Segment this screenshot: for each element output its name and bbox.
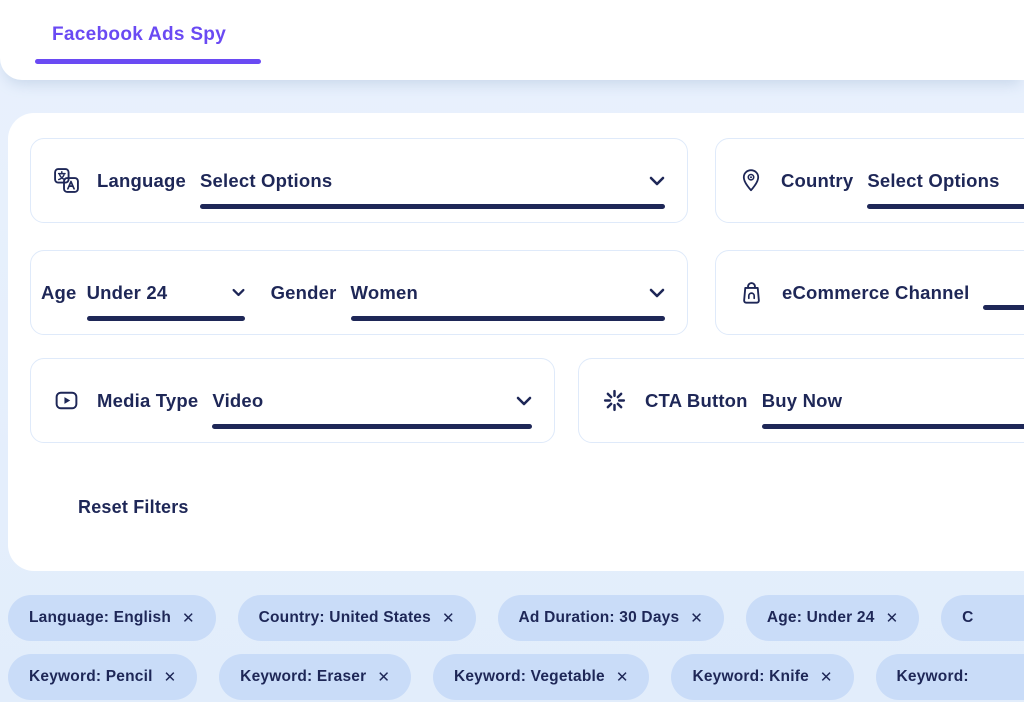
- gender-select[interactable]: Women: [350, 281, 666, 321]
- age-value: Under 24: [86, 281, 168, 303]
- tab-label: Facebook Ads Spy: [52, 24, 227, 45]
- filter-chip-clipped: C: [941, 595, 1024, 641]
- cta-button-value: Buy Now: [761, 389, 843, 411]
- chip-label: Language: English: [29, 609, 172, 626]
- media-type-filter-card: Media Type Video: [30, 358, 555, 443]
- chip-close-icon[interactable]: ✕: [615, 668, 629, 686]
- chevron-down-icon: [220, 288, 245, 297]
- filter-chip-keyword-clipped: Keyword:: [875, 654, 1024, 700]
- filter-chip-keyword-knife: Keyword: Knife ✕: [671, 654, 854, 700]
- country-select[interactable]: Select Options: [867, 169, 1024, 209]
- age-label: Age: [41, 281, 77, 303]
- active-filters-row-2: Keyword: Pencil ✕ Keyword: Eraser ✕ Keyw…: [8, 654, 1024, 700]
- chip-close-icon[interactable]: ✕: [819, 668, 833, 686]
- chip-close-icon[interactable]: ✕: [441, 609, 455, 627]
- language-filter-card: Language Select Options: [30, 138, 688, 223]
- filter-chip-ad-duration: Ad Duration: 30 Days ✕: [497, 595, 724, 641]
- filter-chip-keyword-pencil: Keyword: Pencil ✕: [8, 654, 198, 700]
- filter-chip-language: Language: English ✕: [8, 595, 216, 641]
- chip-close-icon[interactable]: ✕: [377, 668, 390, 686]
- ecommerce-channel-label: eCommerce Channel: [782, 281, 970, 303]
- shopping-bag-icon: [738, 279, 765, 306]
- media-type-select[interactable]: Video: [212, 389, 532, 429]
- cta-button-label: CTA Button: [645, 389, 748, 411]
- language-label: Language: [97, 169, 186, 191]
- cta-button-select[interactable]: Buy Now: [761, 389, 1024, 429]
- chip-label: Keyword: Vegetable: [453, 668, 605, 685]
- tab-active-underline: [35, 59, 261, 64]
- language-value: Select Options: [199, 169, 333, 191]
- age-select[interactable]: Under 24: [86, 281, 245, 321]
- cta-button-filter-card: CTA Button Buy Now: [578, 358, 1024, 443]
- translate-icon: [53, 167, 80, 194]
- gender-label: Gender: [270, 281, 337, 303]
- video-play-icon: [53, 387, 80, 414]
- active-filters-row-1: Language: English ✕ Country: United Stat…: [8, 595, 1024, 641]
- chip-label: Ad Duration: 30 Days: [518, 609, 680, 626]
- language-select[interactable]: Select Options: [199, 169, 666, 209]
- chip-close-icon[interactable]: ✕: [163, 668, 177, 686]
- filter-chip-age: Age: Under 24 ✕: [745, 595, 920, 641]
- tab-facebook-ads-spy[interactable]: Facebook Ads Spy: [35, 24, 261, 64]
- country-filter-card: Country Select Options: [715, 138, 1024, 223]
- ecommerce-channel-filter-card: eCommerce Channel: [715, 250, 1024, 335]
- filter-chip-country: Country: United States ✕: [237, 595, 476, 641]
- country-label: Country: [781, 169, 854, 191]
- chip-label: Keyword: Eraser: [240, 668, 367, 685]
- gender-value: Women: [350, 281, 418, 303]
- chevron-down-icon: [504, 396, 532, 406]
- chip-label: C: [962, 609, 974, 626]
- chip-close-icon[interactable]: ✕: [885, 609, 899, 627]
- map-pin-icon: [738, 167, 764, 195]
- filter-chip-keyword-eraser: Keyword: Eraser ✕: [219, 654, 411, 700]
- chip-label: Keyword: Pencil: [29, 668, 153, 685]
- chip-close-icon[interactable]: ✕: [690, 609, 703, 627]
- chip-label: Keyword: Knife: [692, 668, 809, 685]
- reset-filters-button[interactable]: Reset Filters: [78, 497, 189, 517]
- chip-label: Keyword:: [896, 668, 969, 685]
- media-type-label: Media Type: [97, 389, 199, 411]
- chevron-down-icon: [637, 288, 665, 298]
- chip-label: Age: Under 24: [766, 609, 875, 626]
- chip-label: Country: United States: [258, 609, 431, 626]
- chevron-down-icon: [637, 176, 665, 186]
- country-value: Select Options: [867, 169, 1000, 191]
- age-gender-filter-card: Age Under 24 Gender Women: [30, 250, 688, 335]
- filter-chip-keyword-vegetable: Keyword: Vegetable ✕: [432, 654, 650, 700]
- chip-close-icon[interactable]: ✕: [182, 609, 195, 627]
- media-type-value: Video: [212, 389, 264, 411]
- burst-icon: [601, 387, 628, 414]
- header-tab-strip: Facebook Ads Spy: [0, 0, 1024, 80]
